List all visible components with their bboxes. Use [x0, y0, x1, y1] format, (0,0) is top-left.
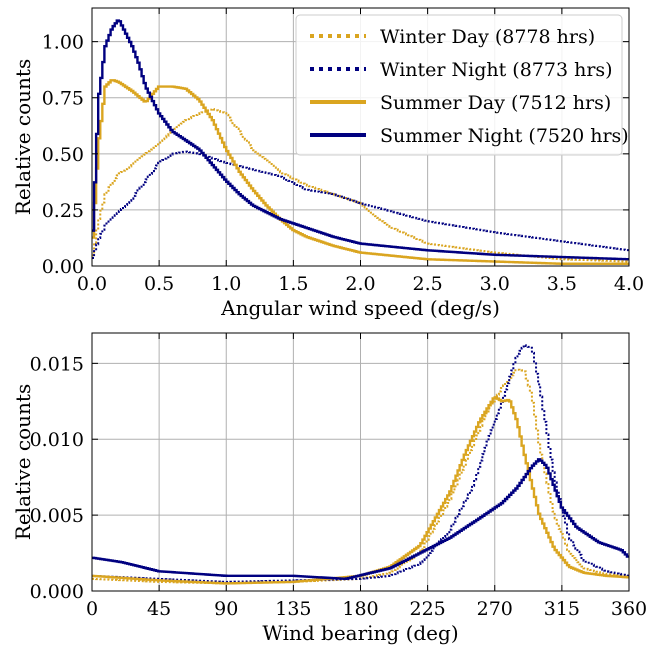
x-tick-label: 0: [86, 598, 98, 620]
y-tick-label: 0.000: [30, 581, 84, 603]
x-tick-label: 0.5: [144, 273, 174, 295]
series-line-4: [92, 458, 629, 581]
x-tick-label: 315: [544, 598, 580, 620]
y-axis-label: Relative counts: [11, 384, 35, 540]
y-tick-label: 0.005: [30, 505, 84, 527]
y-tick-label: 0.25: [42, 200, 84, 222]
series-line-3: [92, 79, 629, 265]
legend-label-3: Summer Day (7512 hrs): [380, 92, 611, 114]
y-tick-label: 0.00: [42, 256, 84, 278]
x-tick-label: 135: [275, 598, 311, 620]
y-tick-label: 1.00: [42, 32, 84, 54]
bottom-panel-wind-bearing: 0 45 90 135 180 225 270 315 360 0.000 0.005 0.010 0.…: [11, 332, 647, 645]
y-tick-label: 0.50: [42, 144, 84, 166]
series-line-4: [92, 19, 629, 261]
x-axis-label: Angular wind speed (deg/s): [220, 296, 500, 320]
legend-label-2: Winter Night (8773 hrs): [380, 59, 613, 81]
y-axis-label: Relative counts: [11, 59, 35, 215]
x-tick-label: 225: [409, 598, 445, 620]
x-axis-label: Wind bearing (deg): [262, 621, 458, 645]
x-tick-label: 180: [342, 598, 378, 620]
legend: Winter Day (8778 hrs) Winter Night (8773 …: [295, 14, 629, 156]
x-tick-label: 4.0: [614, 273, 644, 295]
x-tick-label: 1.0: [211, 273, 241, 295]
x-tick-label: 45: [147, 598, 171, 620]
legend-box: [295, 14, 623, 156]
y-tick-label: 0.015: [30, 353, 84, 375]
series-line-2: [92, 150, 629, 260]
legend-label-1: Winter Day (8778 hrs): [380, 26, 595, 48]
x-tick-label: 360: [611, 598, 647, 620]
x-tick-label: 270: [477, 598, 513, 620]
x-tick-label: 90: [214, 598, 238, 620]
x-tick-label: 2.5: [413, 273, 443, 295]
series-line-2: [92, 344, 629, 583]
x-tick-label: 3.5: [547, 273, 577, 295]
y-tick-label: 0.010: [30, 429, 84, 451]
x-tick-label: 1.5: [278, 273, 308, 295]
x-tick-label: 2.0: [345, 273, 375, 295]
y-tick-label: 0.75: [42, 88, 84, 110]
legend-label-4: Summer Night (7520 hrs): [380, 125, 629, 147]
x-tick-label: 3.0: [480, 273, 510, 295]
x-tick-label: 0.0: [77, 273, 107, 295]
